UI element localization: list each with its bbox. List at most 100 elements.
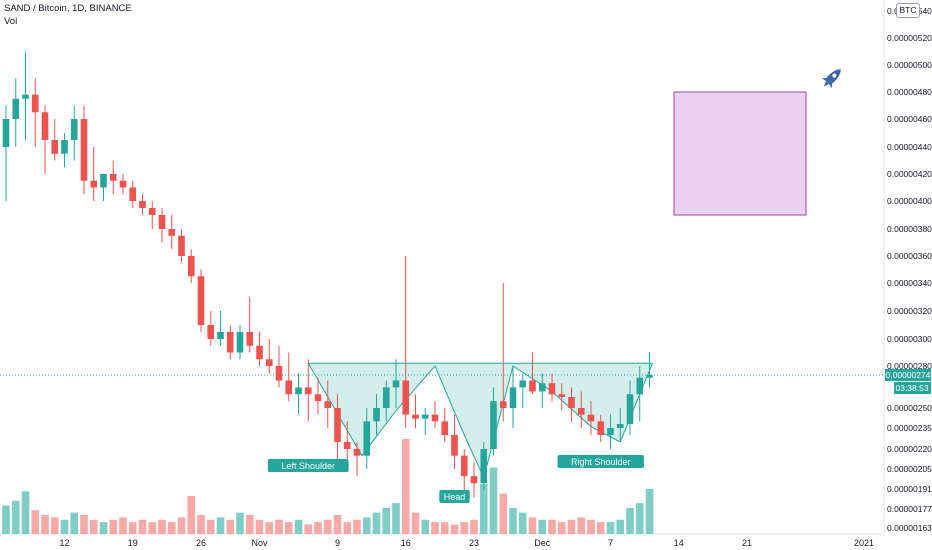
volume-bar	[148, 522, 157, 534]
x-tick-label: 23	[469, 538, 479, 548]
candle-body	[236, 332, 244, 353]
y-tick-label: 0.00000220	[887, 444, 932, 454]
candle-body	[119, 180, 127, 188]
candle-body	[470, 476, 478, 484]
volume-bar	[479, 484, 488, 534]
x-tick-label: 7	[608, 538, 613, 548]
x-tick-label: 9	[335, 538, 340, 548]
volume-bar	[587, 519, 595, 534]
candle-body	[509, 387, 517, 408]
volume-bar	[294, 519, 303, 534]
x-tick-label: 16	[401, 538, 411, 548]
volume-bar	[206, 519, 215, 534]
volume-bar	[304, 524, 313, 534]
volume-bar	[489, 467, 498, 534]
y-tick-label: 0.00000400	[887, 196, 932, 206]
y-tick-label: 0.00000340	[887, 278, 932, 288]
y-tick-label: 0.00000360	[887, 251, 932, 261]
volume-bar	[89, 519, 98, 534]
y-tick-label: 0.00000440	[887, 142, 932, 152]
volume-bar	[392, 503, 400, 534]
volume-label: Vol	[4, 16, 18, 27]
y-tick-label: 0.00000300	[887, 334, 932, 344]
volume-bar	[440, 522, 449, 534]
candle-body	[226, 332, 234, 353]
volume-bar	[177, 517, 186, 534]
candle-body	[80, 119, 88, 181]
candle-body	[646, 375, 653, 378]
candle-body	[217, 332, 224, 339]
candle-body	[90, 180, 98, 188]
candle-body	[285, 380, 293, 395]
volume-bar	[635, 503, 644, 534]
volume-bar	[372, 512, 381, 534]
candle-body	[373, 408, 380, 422]
volume-bar	[499, 493, 508, 534]
candle-body	[51, 140, 59, 154]
candle-body	[412, 414, 419, 419]
y-tick-label: 0.00000460	[887, 114, 932, 124]
candle-body	[499, 401, 507, 408]
highlight-box[interactable]	[673, 91, 807, 216]
candle-body	[558, 394, 566, 397]
candle-body	[421, 414, 429, 419]
candle-body	[109, 174, 117, 181]
candle-body	[148, 208, 156, 215]
candle-body	[22, 94, 29, 99]
candle-body	[100, 174, 107, 188]
y-tick-label: 0.00000280	[887, 361, 932, 371]
candle-body	[392, 380, 400, 388]
volume-bar	[41, 515, 49, 534]
right-shoulder-label: Right Shoulder	[571, 457, 631, 467]
candle-body	[41, 112, 49, 140]
chart-title: SAND / Bitcoin, 1D, BINANCE	[4, 3, 132, 14]
y-tick-label: 0.00000163	[887, 523, 932, 533]
candle-body	[382, 387, 390, 408]
candle-body	[490, 401, 497, 449]
candle-body	[451, 435, 458, 456]
volume-bar	[226, 519, 235, 534]
rocket-icon	[821, 69, 841, 89]
volume-bar	[167, 522, 176, 534]
candle-body	[31, 94, 39, 113]
volume-bar	[138, 519, 147, 534]
candle-body	[636, 377, 644, 395]
y-tick-label: 0.00000480	[887, 87, 932, 97]
volume-bar	[333, 515, 342, 534]
candle-body	[616, 424, 624, 428]
y-tick-label: 0.00000380	[887, 224, 932, 234]
candle-body	[275, 366, 283, 381]
volume-bar	[421, 519, 430, 534]
volume-bar	[538, 519, 547, 534]
volume-bar	[197, 515, 205, 534]
volume-bar	[518, 512, 527, 534]
x-tick-label: Dec	[534, 538, 551, 548]
y-tick-label: 0.00000177	[887, 504, 932, 514]
x-tick-label: 12	[59, 538, 69, 548]
candle-body	[12, 98, 20, 119]
volume-bar	[411, 512, 420, 534]
volume-bar	[362, 517, 371, 534]
candle-body	[256, 345, 263, 360]
volume-bar	[548, 519, 556, 534]
left-shoulder-label-bg	[267, 459, 349, 472]
volume-bar	[567, 519, 576, 534]
volume-bar	[509, 507, 517, 534]
volume-bar	[431, 522, 439, 534]
candle-body	[304, 387, 312, 395]
volume-bar	[284, 522, 293, 534]
volume-bar	[577, 517, 586, 534]
candle-body	[480, 449, 488, 484]
volume-bar	[60, 519, 69, 534]
volume-bar	[109, 519, 118, 534]
volume-bar	[557, 522, 566, 534]
price-tag-value: 0.00000274	[886, 370, 931, 380]
volume-bar	[314, 522, 322, 534]
candle-body	[460, 455, 468, 477]
candle-body	[402, 380, 410, 415]
candle-body	[343, 442, 351, 449]
candle-body	[538, 383, 546, 392]
currency-badge[interactable]: BTC	[896, 3, 920, 18]
volume-bar	[187, 496, 196, 534]
